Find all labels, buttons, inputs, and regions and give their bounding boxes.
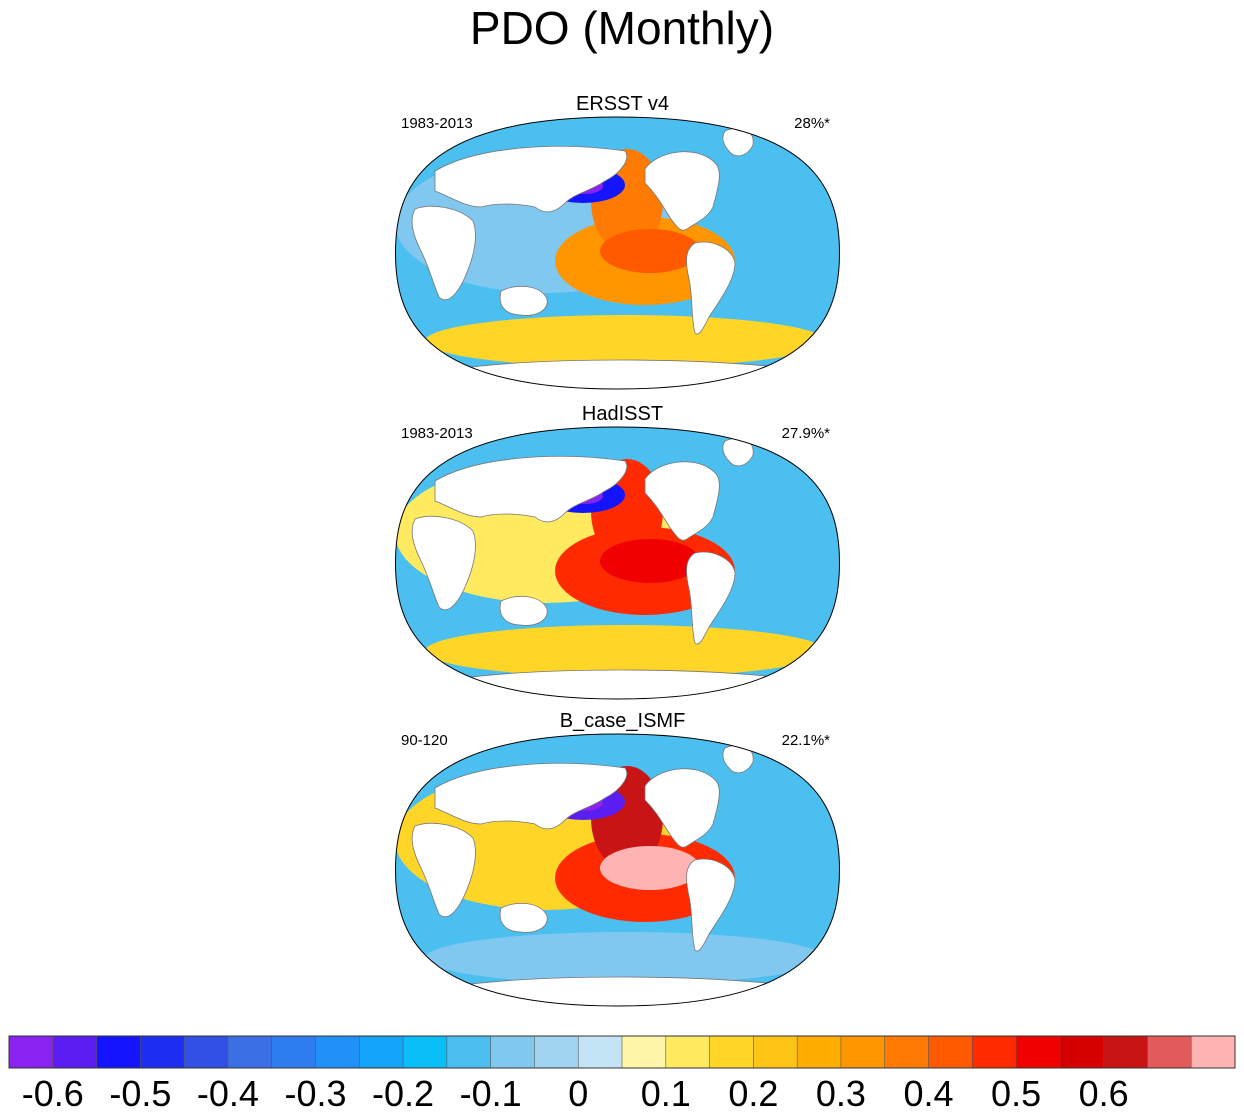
sst-anomaly-patch: [600, 846, 700, 890]
colorbar-swatch: [184, 1036, 229, 1068]
colorbar-tick-label: 0.5: [991, 1073, 1041, 1114]
colorbar-tick-label: -0.5: [109, 1073, 171, 1114]
colorbar-tick-label: 0: [568, 1073, 588, 1114]
colorbar-tick-label: 0.3: [816, 1073, 866, 1114]
sst-anomaly-patch: [600, 229, 700, 273]
colorbar-tick-label: -0.6: [22, 1073, 84, 1114]
sst-field: [395, 427, 840, 699]
colorbar-swatch: [315, 1036, 360, 1068]
land-mass: [499, 902, 548, 933]
colorbar-swatch: [1147, 1036, 1192, 1068]
panel-title: ERSST v4: [576, 93, 669, 115]
colorbar-swatch: [665, 1036, 711, 1068]
colorbar-swatch: [52, 1036, 98, 1068]
colorbar-swatch: [578, 1036, 623, 1068]
colorbar-swatch: [972, 1036, 1017, 1068]
colorbar-swatch: [359, 1036, 404, 1068]
variance-label: 22.1%*: [781, 732, 830, 749]
colorbar-swatch: [403, 1036, 448, 1068]
map-border: [395, 116, 841, 390]
land-mass: [499, 285, 548, 316]
colorbar-swatch: [96, 1036, 141, 1068]
colorbar-swatch: [446, 1036, 492, 1068]
variance-label: 28%*: [794, 115, 830, 132]
colorbar-tick-label: -0.3: [284, 1073, 346, 1114]
colorbar-tick-label: 0.1: [641, 1073, 691, 1114]
land-mass: [499, 595, 548, 626]
sst-field: [395, 734, 840, 1006]
land-mass: [434, 763, 628, 830]
colorbar-tick-label: -0.2: [372, 1073, 434, 1114]
period-label: 1983-2013: [401, 425, 473, 442]
colorbar-swatch: [840, 1036, 886, 1068]
land-mass: [454, 359, 796, 389]
land-mass: [434, 146, 628, 213]
sst-anomaly-patch: [600, 539, 700, 583]
land-mass: [411, 822, 476, 918]
colorbar-swatch: [928, 1036, 973, 1068]
colorbar-swatch: [227, 1036, 273, 1068]
colorbar-swatch: [1016, 1036, 1061, 1068]
colorbar-swatch: [1191, 1036, 1236, 1068]
land-mass: [454, 976, 796, 1006]
land-mass: [411, 515, 476, 611]
colorbar-swatch: [534, 1036, 579, 1068]
map-panel-bcase: B_case_ISMF 90-120 22.1%*: [395, 710, 850, 1010]
world-map: [395, 733, 841, 1007]
colorbar-swatch: [271, 1036, 316, 1068]
sst-anomaly-patch: [425, 932, 825, 984]
land-mass: [644, 768, 720, 848]
land-mass: [454, 669, 796, 699]
map-border: [395, 426, 841, 700]
world-map: [395, 426, 841, 700]
colorbar-swatch: [884, 1036, 929, 1068]
land-mass: [411, 205, 476, 301]
variance-label: 27.9%*: [781, 425, 830, 442]
colorbar-tick-label: 0.4: [903, 1073, 953, 1114]
land-mass: [686, 241, 736, 335]
panel-title: B_case_ISMF: [559, 710, 686, 732]
colorbar: -0.6 -0.5 -0.4 -0.3 -0.2 -0.1 0 0.1 0.2 0.3 0.4 0.5…: [8, 1035, 1236, 1114]
colorbar-swatch: [753, 1036, 798, 1068]
world-map: [395, 116, 841, 390]
land-mass: [644, 461, 720, 541]
map-panel-hadisst: HadISST 1983-2013 27.9%*: [395, 403, 850, 703]
colorbar-swatch: [9, 1036, 54, 1068]
colorbar-swatch: [622, 1036, 667, 1068]
sst-anomaly-patch: [425, 625, 825, 677]
colorbar-swatch: [1059, 1036, 1105, 1068]
colorbar-tick-label: -0.1: [460, 1073, 522, 1114]
colorbar-tick-label: -0.4: [197, 1073, 259, 1114]
map-border: [395, 733, 841, 1007]
land-mass: [644, 151, 720, 231]
map-panel-ersst: ERSST v4 1983-2013 28%*: [395, 93, 850, 393]
land-mass: [686, 858, 736, 952]
sst-anomaly-patch: [425, 315, 825, 367]
colorbar-tick-label: 0.6: [1079, 1073, 1129, 1114]
land-mass: [434, 456, 628, 523]
period-label: 90-120: [401, 732, 448, 749]
panel-title: HadISST: [581, 403, 664, 425]
colorbar-swatch: [797, 1036, 842, 1068]
colorbar-swatch: [1103, 1036, 1148, 1068]
period-label: 1983-2013: [401, 115, 473, 132]
colorbar-swatch: [140, 1036, 185, 1068]
colorbar-swatch: [490, 1036, 535, 1068]
colorbar-tick-label: 0.2: [728, 1073, 778, 1114]
colorbar-swatch: [709, 1036, 754, 1068]
land-mass: [686, 551, 736, 645]
sst-field: [395, 117, 840, 389]
figure-title: PDO (Monthly): [469, 2, 775, 54]
